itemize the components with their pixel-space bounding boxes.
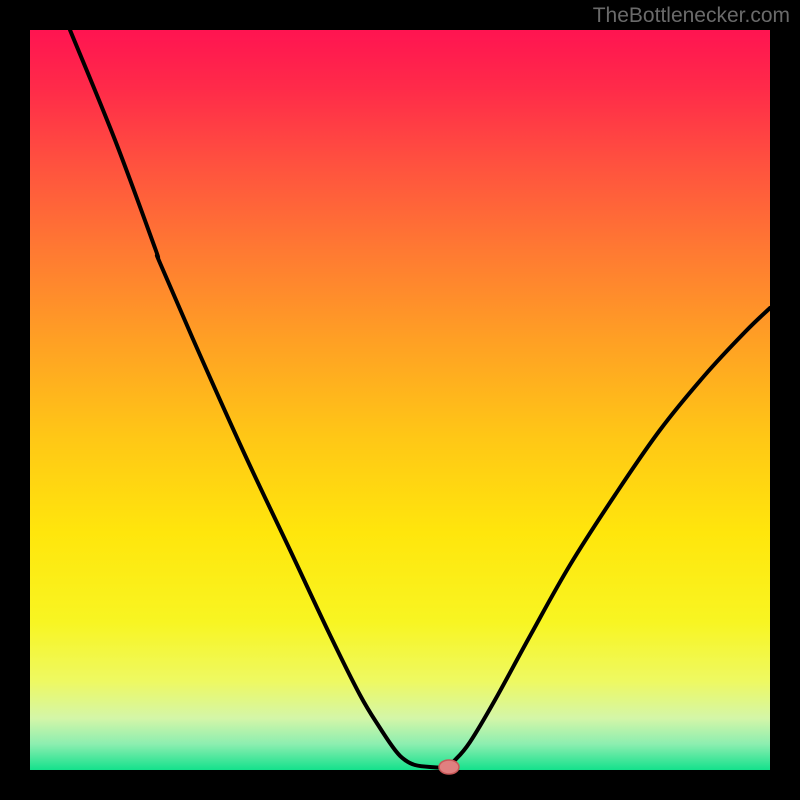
bottleneck-chart <box>0 0 800 800</box>
gradient-plot-area <box>30 30 770 770</box>
minimum-marker <box>439 760 459 774</box>
chart-container: TheBottlenecker.com <box>0 0 800 800</box>
watermark-text: TheBottlenecker.com <box>593 4 790 28</box>
